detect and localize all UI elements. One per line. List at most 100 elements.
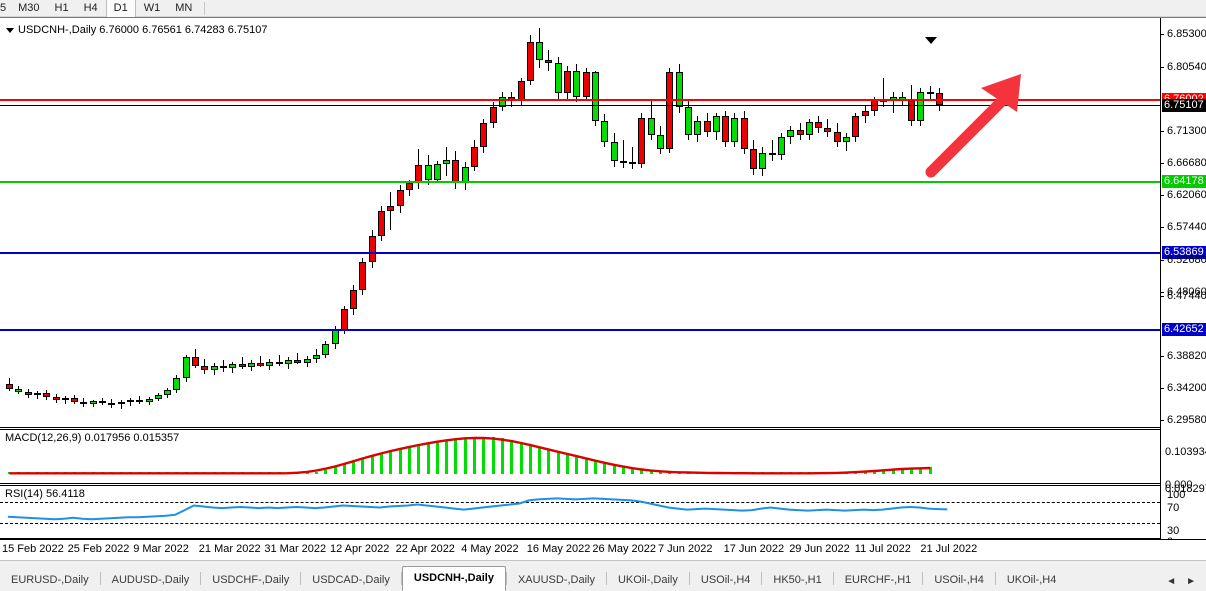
candle-body bbox=[71, 398, 79, 402]
price-axis[interactable]: 6.853006.805406.760026.751076.713006.666… bbox=[1160, 18, 1206, 548]
symbol-tab-usdcnhdaily[interactable]: USDCNH-,Daily bbox=[401, 566, 506, 591]
candlestick bbox=[461, 18, 470, 427]
candle-body bbox=[852, 116, 860, 137]
candlestick bbox=[675, 18, 684, 427]
candle-body bbox=[666, 72, 674, 149]
candlestick bbox=[201, 18, 209, 427]
timeframe-h4[interactable]: H4 bbox=[83, 1, 98, 14]
symbol-tab-usdcaddaily[interactable]: USDCAD-,Daily bbox=[312, 574, 390, 586]
axis-price-label-6.57440: 6.57440 bbox=[1167, 221, 1206, 234]
symbol-tab-xauusddaily[interactable]: XAUUSD-,Daily bbox=[517, 574, 595, 586]
candlestick bbox=[610, 18, 619, 427]
candle-body bbox=[126, 400, 134, 403]
candle-body bbox=[6, 383, 13, 390]
symbol-tab-eurusddaily[interactable]: EURUSD-,Daily bbox=[11, 574, 89, 586]
level-line-6.64178[interactable] bbox=[0, 180, 1160, 183]
candle-body bbox=[164, 389, 172, 396]
macd-histogram-bar bbox=[593, 460, 597, 474]
timeframe-h1[interactable]: H1 bbox=[54, 1, 69, 14]
timeframe-w1[interactable]: W1 bbox=[143, 1, 161, 14]
rsi-caption: RSI(14) 56.4118 bbox=[4, 488, 86, 500]
candle-body bbox=[731, 118, 739, 142]
macd-pane[interactable]: MACD(12,26,9) 0.017956 0.015357 bbox=[0, 429, 1160, 484]
candlestick bbox=[266, 18, 274, 427]
macd-histogram-bar bbox=[482, 436, 486, 474]
tab-divider bbox=[994, 572, 996, 585]
level-line-6.76002[interactable] bbox=[0, 98, 1160, 101]
macd-histogram-bar bbox=[575, 456, 579, 474]
axis-price-label-6.38820: 6.38820 bbox=[1167, 349, 1206, 362]
candle-wick bbox=[222, 360, 224, 372]
candlestick bbox=[415, 18, 423, 427]
candle-body bbox=[359, 261, 367, 290]
candlestick bbox=[657, 18, 665, 427]
candle-body bbox=[573, 71, 581, 98]
timeframe-mn[interactable]: MN bbox=[175, 1, 193, 14]
candlestick bbox=[722, 18, 730, 427]
macd-histogram-bar bbox=[417, 444, 421, 474]
date-axis: 15 Feb 2022 25 Feb 2022 9 Mar 2022 21 Mar 2… bbox=[0, 539, 1206, 561]
tab-divider bbox=[300, 572, 302, 585]
rsi-pane[interactable]: RSI(14) 56.4118 bbox=[0, 485, 1160, 539]
date-label: 21 Mar 2022 bbox=[198, 543, 261, 555]
scroll-left-icon[interactable]: ◄ bbox=[1166, 576, 1177, 587]
candle-body bbox=[238, 364, 246, 368]
candle-body bbox=[378, 210, 385, 236]
candle-body bbox=[675, 72, 683, 108]
tab-divider bbox=[99, 572, 101, 585]
level-line-6.75107[interactable] bbox=[0, 104, 1160, 106]
candlestick bbox=[573, 18, 581, 427]
symbol-tab-hk50h1[interactable]: HK50-,H1 bbox=[773, 574, 822, 586]
tab-divider bbox=[400, 572, 402, 585]
candlestick bbox=[433, 18, 442, 427]
macd-histogram-bar bbox=[863, 471, 867, 474]
candle-body bbox=[173, 378, 181, 390]
timeframe-d1[interactable]: D1 bbox=[105, 0, 136, 17]
candlestick bbox=[396, 18, 405, 427]
rsi-level-70 bbox=[0, 502, 1160, 504]
candlestick bbox=[210, 18, 219, 427]
candle-body bbox=[908, 101, 916, 121]
timeframe-5[interactable]: 5 bbox=[0, 1, 7, 14]
scroll-right-icon[interactable]: ► bbox=[1186, 576, 1196, 587]
candlestick bbox=[870, 18, 879, 427]
symbol-tab-ukoilh4[interactable]: UKOil-,H4 bbox=[1006, 574, 1057, 586]
date-label: 7 Jun 2022 bbox=[658, 543, 713, 555]
symbol-tab-usoilh4[interactable]: USOil-,H4 bbox=[700, 574, 751, 586]
candle-wick bbox=[622, 140, 624, 168]
candle-body bbox=[777, 136, 785, 156]
timeframe-m30[interactable]: M30 bbox=[18, 1, 40, 14]
candlestick bbox=[619, 18, 628, 427]
tab-divider bbox=[922, 572, 924, 585]
axis-tick bbox=[1161, 195, 1164, 197]
candle-body bbox=[145, 398, 153, 402]
macd-histogram-bar bbox=[445, 439, 449, 474]
candle-body bbox=[926, 91, 934, 94]
symbol-tab-usdchfdaily[interactable]: USDCHF-,Daily bbox=[212, 574, 290, 586]
symbol-tab-eurchfh1[interactable]: EURCHF-,H1 bbox=[844, 574, 912, 586]
tab-divider bbox=[200, 572, 202, 585]
candlestick bbox=[173, 18, 181, 427]
date-label: 11 Jul 2022 bbox=[854, 543, 911, 555]
price-pane[interactable]: USDCNH-,Daily 6.76000 6.76561 6.74283 6.… bbox=[0, 18, 1160, 428]
symbol-tab-usoilh4[interactable]: USOil-,H4 bbox=[934, 574, 984, 586]
macd-histogram-bar bbox=[649, 471, 653, 474]
candle-body bbox=[154, 395, 162, 399]
symbol-tab-bar[interactable]: EURUSD-,Daily AUDUSD-,Daily USDCHF-,Daily U… bbox=[0, 560, 1206, 591]
level-line-6.53869[interactable] bbox=[0, 251, 1160, 254]
tab-scroller[interactable]: ◄ ► bbox=[1166, 576, 1206, 591]
candlestick bbox=[545, 18, 553, 427]
level-line-6.42652[interactable] bbox=[0, 329, 1160, 332]
candle-body bbox=[750, 148, 757, 170]
candlestick bbox=[285, 18, 293, 427]
candle-wick bbox=[241, 357, 243, 369]
chart-area[interactable]: USDCNH-,Daily 6.76000 6.76561 6.74283 6.… bbox=[0, 17, 1206, 561]
macd-histogram-bar bbox=[389, 451, 393, 474]
symbol-tab-audusddaily[interactable]: AUDUSD-,Daily bbox=[111, 574, 190, 586]
candle-body bbox=[312, 354, 320, 359]
candlestick bbox=[247, 18, 256, 427]
candlestick bbox=[52, 18, 61, 427]
candlestick bbox=[192, 18, 200, 427]
axis-price-label-6.80540: 6.80540 bbox=[1167, 61, 1206, 74]
symbol-tab-ukoildaily[interactable]: UKOil-,Daily bbox=[617, 574, 678, 586]
